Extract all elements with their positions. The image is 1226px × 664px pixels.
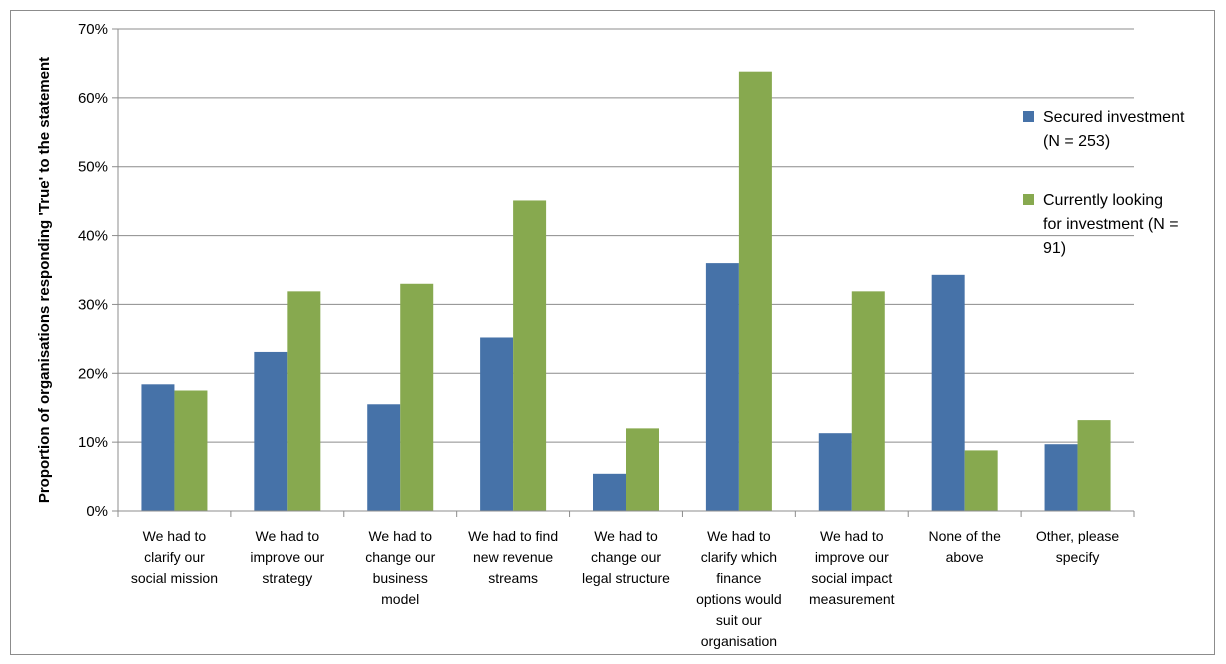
bar-series-1 [818,433,852,511]
bar-series-2 [513,200,547,511]
bar-chart: 0% 10% 20% 30% 40% 50% 60% 70% We had to clarify… [36,21,1185,649]
y-tick-label: 10% [78,434,108,451]
x-category-label: None of the above [928,528,1001,565]
x-category-label: We had to clarify our social mission [131,528,218,586]
y-tick-label: 50% [78,159,108,176]
x-category-label: We had to change our business model [365,528,435,607]
y-tick-label: 60% [78,90,108,107]
bar-series-1 [931,274,965,511]
y-tick-label: 0% [86,503,108,520]
y-axis-ticks: 0% 10% 20% 30% 40% 50% 60% 70% [78,21,118,520]
y-tick-label: 30% [78,296,108,313]
bars [141,71,1111,511]
legend-swatch-series-1 [1023,111,1034,122]
x-category-label: We had to clarify which finance options wou… [696,528,782,649]
bar-series-2 [174,390,208,511]
bar-series-1 [480,337,514,511]
bar-series-1 [254,351,288,511]
legend-label-series-1: Secured investment (N = 253) [1043,109,1185,150]
y-tick-label: 40% [78,228,108,245]
bar-series-1 [1044,444,1078,511]
x-category-label: We had to change our legal structure [582,528,670,586]
bar-series-1 [705,263,739,511]
chart-frame: 0% 10% 20% 30% 40% 50% 60% 70% We had to clarify… [10,10,1215,655]
bar-series-2 [287,291,321,511]
y-tick-label: 70% [78,21,108,38]
bar-series-2 [964,450,998,511]
bar-series-2 [1077,420,1111,511]
axes [117,29,1135,517]
bar-series-2 [626,428,659,511]
y-tick-label: 20% [78,365,108,382]
bar-series-2 [851,291,885,511]
bar-series-2 [400,283,434,511]
x-category-label: We had to find new revenue streams [468,528,558,586]
bar-series-1 [367,404,401,511]
legend: Secured investment (N = 253) Currently loo… [1023,109,1185,257]
bar-series-1 [141,384,175,511]
bar-series-1 [593,473,626,511]
x-category-label: We had to improve our strategy [250,528,324,586]
x-category-label: We had to improve our social impact measure… [809,528,895,607]
y-axis-title: Proportion of organisations responding '… [36,57,53,503]
bar-series-2 [738,71,772,511]
x-axis-category-labels: We had to clarify our social mission We had… [131,528,1120,649]
legend-label-series-2: Currently looking for investment (N = 91) [1043,192,1179,257]
legend-swatch-series-2 [1023,194,1034,205]
x-category-label: Other, please specify [1036,528,1119,565]
